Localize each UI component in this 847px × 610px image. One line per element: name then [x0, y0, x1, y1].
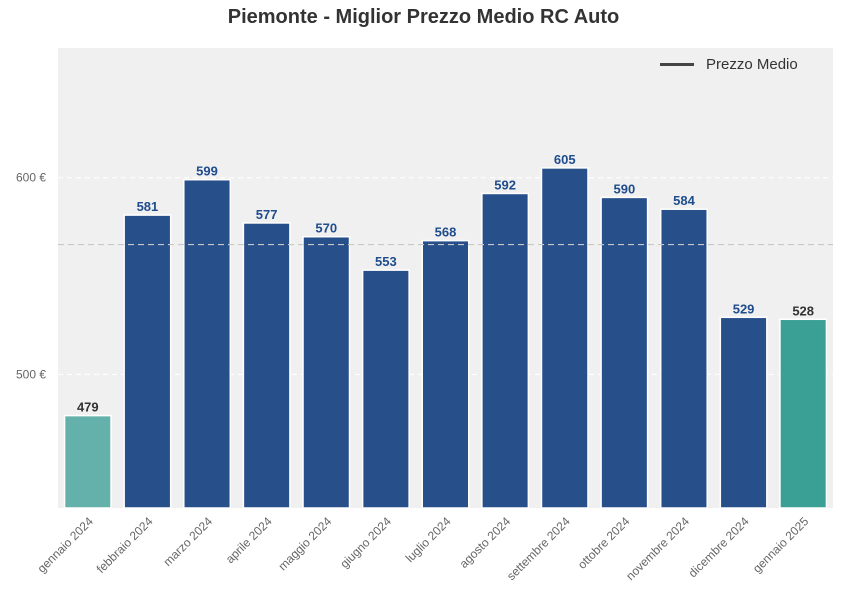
- x-tick-label: luglio 2024: [403, 514, 454, 565]
- chart-title: Piemonte - Miglior Prezzo Medio RC Auto: [227, 6, 620, 28]
- bar: [183, 178, 232, 509]
- bar-value-label: 590: [613, 181, 635, 196]
- bar: [481, 192, 530, 509]
- x-tick-label: febbraio 2024: [94, 514, 156, 576]
- x-tick-label: agosto 2024: [457, 514, 514, 571]
- bar-value-label: 605: [554, 152, 576, 167]
- bar: [242, 222, 291, 509]
- bar-value-label: 577: [256, 207, 278, 222]
- y-tick-label: 600 €: [16, 171, 46, 185]
- bar-value-label: 553: [375, 254, 397, 269]
- bar-value-label: 479: [77, 400, 99, 415]
- bar: [600, 196, 649, 509]
- bar: [540, 167, 589, 509]
- bar: [123, 214, 172, 509]
- bar-value-label: 599: [196, 164, 218, 179]
- bars-layer: [63, 167, 828, 509]
- x-tick-label: maggio 2024: [275, 514, 334, 573]
- bar: [779, 318, 828, 509]
- bar: [719, 316, 768, 509]
- bar-value-label: 528: [792, 303, 814, 318]
- x-tick-label: gennaio 2025: [750, 514, 812, 576]
- bar: [361, 269, 410, 509]
- bar: [302, 235, 351, 509]
- bar: [659, 208, 708, 509]
- legend-label: Prezzo Medio: [706, 56, 798, 73]
- legend: Prezzo Medio: [660, 56, 798, 73]
- legend-line-swatch: [660, 63, 694, 66]
- y-tick-label: 500 €: [16, 367, 46, 381]
- bar: [63, 414, 112, 509]
- bar-value-label: 570: [315, 221, 337, 236]
- x-tick-label: aprile 2024: [223, 514, 275, 566]
- bar-value-label: 592: [494, 177, 516, 192]
- bar-value-label: 581: [137, 199, 159, 214]
- x-tick-label: novembre 2024: [623, 514, 692, 583]
- x-tick-label: ottobre 2024: [575, 514, 633, 572]
- x-tick-label: dicembre 2024: [686, 514, 752, 580]
- x-tick-label: giugno 2024: [337, 514, 394, 571]
- bar: [421, 239, 470, 509]
- bar-value-label: 584: [673, 193, 695, 208]
- bar-value-label: 568: [435, 225, 457, 240]
- x-tick-label: gennaio 2024: [35, 514, 97, 576]
- x-tick-label: settembre 2024: [504, 514, 573, 583]
- x-tick-label: marzo 2024: [160, 514, 215, 569]
- bar-value-label: 529: [733, 301, 755, 316]
